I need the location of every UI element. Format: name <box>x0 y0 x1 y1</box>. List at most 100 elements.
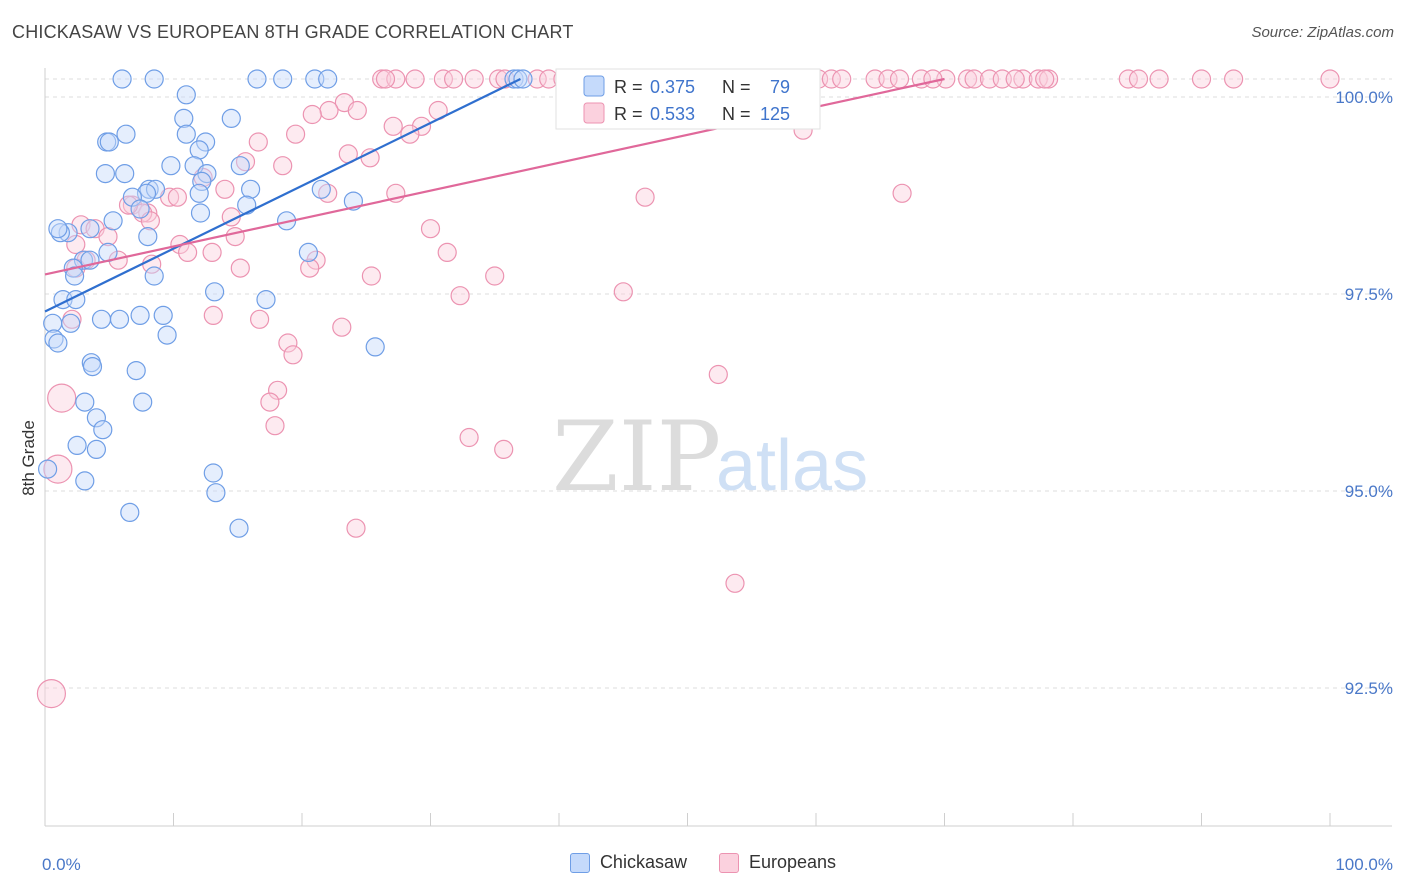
europeans-point <box>708 364 728 385</box>
europeans-point <box>347 100 367 121</box>
y-tick-label: 95.0% <box>1345 482 1393 501</box>
stats-swatch-europeans <box>583 102 605 124</box>
chickasaw-point <box>120 502 140 523</box>
y-tick-labels: 92.5% 95.0% 97.5% 100.0% <box>1335 88 1393 698</box>
europeans-point <box>892 183 912 203</box>
europeans-point <box>437 242 457 262</box>
chickasaw-point <box>95 164 116 184</box>
europeans-point <box>1320 69 1340 89</box>
chickasaw-point <box>311 179 331 199</box>
chickasaw-point <box>48 219 68 239</box>
y-tick-label: 97.5% <box>1345 285 1393 304</box>
chickasaw-point <box>205 282 225 302</box>
chickasaw-point <box>144 266 164 286</box>
europeans-point <box>178 242 198 262</box>
stats-swatch-chickasaw <box>583 75 605 97</box>
chickasaw-point <box>256 290 276 310</box>
europeans-point <box>464 69 484 89</box>
europeans-point <box>1013 69 1033 89</box>
y-tick-label: 92.5% <box>1345 679 1393 698</box>
europeans-point <box>485 266 505 286</box>
europeans-point <box>1191 69 1212 89</box>
legend-swatch-chickasaw <box>569 852 590 873</box>
x-tick-label-min: 0.0% <box>42 855 81 874</box>
europeans-point <box>306 250 326 270</box>
europeans-point <box>459 427 479 448</box>
chickasaw-point <box>82 357 103 377</box>
chickasaw-point <box>192 171 212 191</box>
chickasaw-point <box>176 85 196 105</box>
chickasaw-point <box>247 69 267 89</box>
chickasaw-point <box>37 459 58 479</box>
chickasaw-point <box>241 179 261 199</box>
europeans-point <box>215 179 235 199</box>
chickasaw-point <box>203 463 223 483</box>
chickasaw-point <box>221 108 241 129</box>
chickasaw-point <box>116 124 136 144</box>
europeans-point <box>346 518 366 538</box>
europeans-point <box>265 416 285 436</box>
chickasaw-point <box>157 325 177 345</box>
europeans-point <box>923 69 943 89</box>
europeans-point <box>375 69 396 89</box>
chickasaw-point <box>174 108 194 129</box>
chickasaw-point <box>86 439 107 459</box>
chickasaw-point <box>196 132 216 152</box>
chart-title: CHICKASAW VS EUROPEAN 8TH GRADE CORRELAT… <box>12 22 574 42</box>
europeans-point <box>527 69 547 89</box>
europeans-point <box>268 380 288 400</box>
europeans-point <box>405 69 425 89</box>
europeans-point <box>225 227 245 247</box>
chickasaw-point <box>161 156 181 176</box>
chickasaw-point <box>109 309 130 329</box>
chickasaw-point <box>144 69 164 89</box>
europeans-point <box>489 69 509 89</box>
europeans-point <box>273 156 293 176</box>
europeans-point <box>1223 69 1244 89</box>
chickasaw-point <box>93 420 113 440</box>
source-credit: Source: ZipAtlas.com <box>1251 24 1394 41</box>
europeans-point <box>1118 69 1138 89</box>
europeans-point <box>957 69 978 89</box>
europeans-point <box>36 678 67 709</box>
x-tick-label-max: 100.0% <box>1335 855 1393 874</box>
chickasaw-point <box>513 69 533 89</box>
europeans-point <box>1035 69 1055 89</box>
watermark-zip: ZIP <box>552 401 721 513</box>
europeans-point <box>433 69 453 89</box>
europeans-point <box>832 69 852 89</box>
stats-n-label-europeans: N = <box>722 104 751 124</box>
chickasaw-point <box>145 179 166 199</box>
chickasaw-point <box>112 69 132 89</box>
chickasaw-point <box>103 211 123 231</box>
legend-label-chickasaw: Chickasaw <box>599 852 687 872</box>
europeans-point <box>878 69 898 89</box>
europeans-point <box>1005 69 1025 89</box>
europeans-point <box>1028 69 1048 89</box>
chickasaw-point <box>130 199 150 219</box>
europeans-point <box>386 69 406 89</box>
stats-r-value-europeans: 0.533 <box>650 104 695 124</box>
europeans-point <box>230 258 250 278</box>
europeans-point <box>202 242 222 262</box>
stats-legend: R = 0.375 N = 79 R = 0.533 N = 125 <box>555 68 821 130</box>
stats-n-value-chickasaw: 79 <box>770 77 790 97</box>
chickasaw-point <box>99 132 119 152</box>
europeans-point <box>420 219 441 239</box>
legend-label-europeans: Europeans <box>748 852 837 872</box>
chickasaw-point <box>138 227 158 247</box>
chickasaw-point <box>91 309 112 329</box>
europeans-point <box>66 234 86 255</box>
europeans-point <box>332 317 352 337</box>
europeans-point <box>450 286 470 306</box>
chickasaw-point <box>122 187 142 207</box>
europeans-point <box>383 116 403 136</box>
europeans-point <box>248 132 268 152</box>
europeans-point <box>278 333 298 353</box>
europeans-point <box>1128 69 1149 89</box>
europeans-point <box>319 100 339 121</box>
stats-r-label-europeans: R = <box>614 104 643 124</box>
chickasaw-point <box>86 408 107 428</box>
y-tick-label: 100.0% <box>1335 88 1393 107</box>
